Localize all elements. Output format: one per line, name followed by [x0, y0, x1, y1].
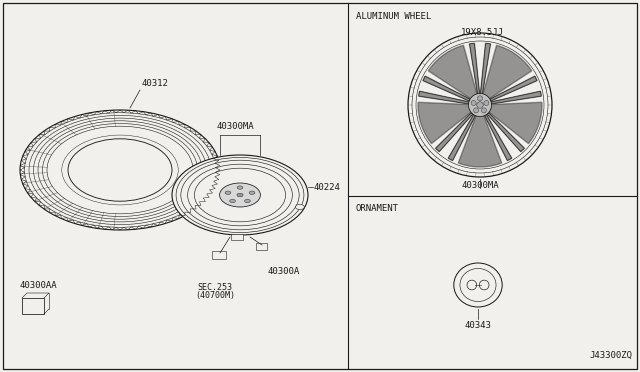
Polygon shape — [481, 43, 490, 94]
Text: 40300AA: 40300AA — [20, 281, 58, 290]
Ellipse shape — [230, 199, 236, 203]
Polygon shape — [489, 102, 542, 144]
Circle shape — [468, 93, 492, 116]
Circle shape — [474, 108, 479, 113]
Polygon shape — [448, 115, 476, 161]
Circle shape — [481, 108, 486, 113]
Text: 40300MA: 40300MA — [461, 181, 499, 190]
Ellipse shape — [295, 205, 305, 209]
Polygon shape — [490, 76, 537, 101]
Polygon shape — [436, 113, 473, 152]
Ellipse shape — [220, 183, 260, 207]
Ellipse shape — [244, 199, 250, 203]
Text: (40700M): (40700M) — [195, 291, 235, 300]
Polygon shape — [483, 45, 532, 99]
Text: 40300A: 40300A — [268, 267, 300, 276]
Polygon shape — [484, 115, 512, 161]
Polygon shape — [458, 116, 502, 167]
Text: 40300MA: 40300MA — [216, 122, 254, 131]
Ellipse shape — [454, 263, 502, 307]
Ellipse shape — [20, 110, 220, 230]
Bar — [22, 298, 44, 314]
Ellipse shape — [225, 191, 231, 195]
Circle shape — [484, 100, 489, 106]
Text: 40224: 40224 — [314, 183, 341, 192]
Text: ALUMINUM WHEEL: ALUMINUM WHEEL — [356, 12, 431, 21]
Ellipse shape — [68, 139, 172, 201]
Polygon shape — [419, 91, 469, 104]
Text: SEC.253: SEC.253 — [198, 283, 232, 292]
Ellipse shape — [237, 186, 243, 189]
Ellipse shape — [460, 269, 496, 301]
Bar — [212, 251, 226, 259]
Text: 40343: 40343 — [465, 321, 492, 330]
Ellipse shape — [237, 193, 243, 197]
Circle shape — [408, 33, 552, 177]
Text: J43300ZQ: J43300ZQ — [589, 351, 632, 360]
Polygon shape — [418, 102, 471, 144]
Text: ORNAMENT: ORNAMENT — [356, 204, 399, 213]
Polygon shape — [423, 76, 470, 101]
Circle shape — [477, 102, 483, 108]
Bar — [230, 234, 243, 240]
Polygon shape — [428, 45, 477, 99]
Text: 19X8.5JJ: 19X8.5JJ — [461, 28, 504, 37]
Polygon shape — [487, 113, 524, 152]
Circle shape — [477, 96, 483, 101]
Polygon shape — [470, 43, 479, 94]
Text: 40312: 40312 — [142, 79, 169, 88]
Ellipse shape — [249, 191, 255, 195]
Bar — [256, 243, 267, 250]
Polygon shape — [491, 91, 541, 104]
Ellipse shape — [172, 155, 308, 235]
Circle shape — [471, 100, 476, 106]
